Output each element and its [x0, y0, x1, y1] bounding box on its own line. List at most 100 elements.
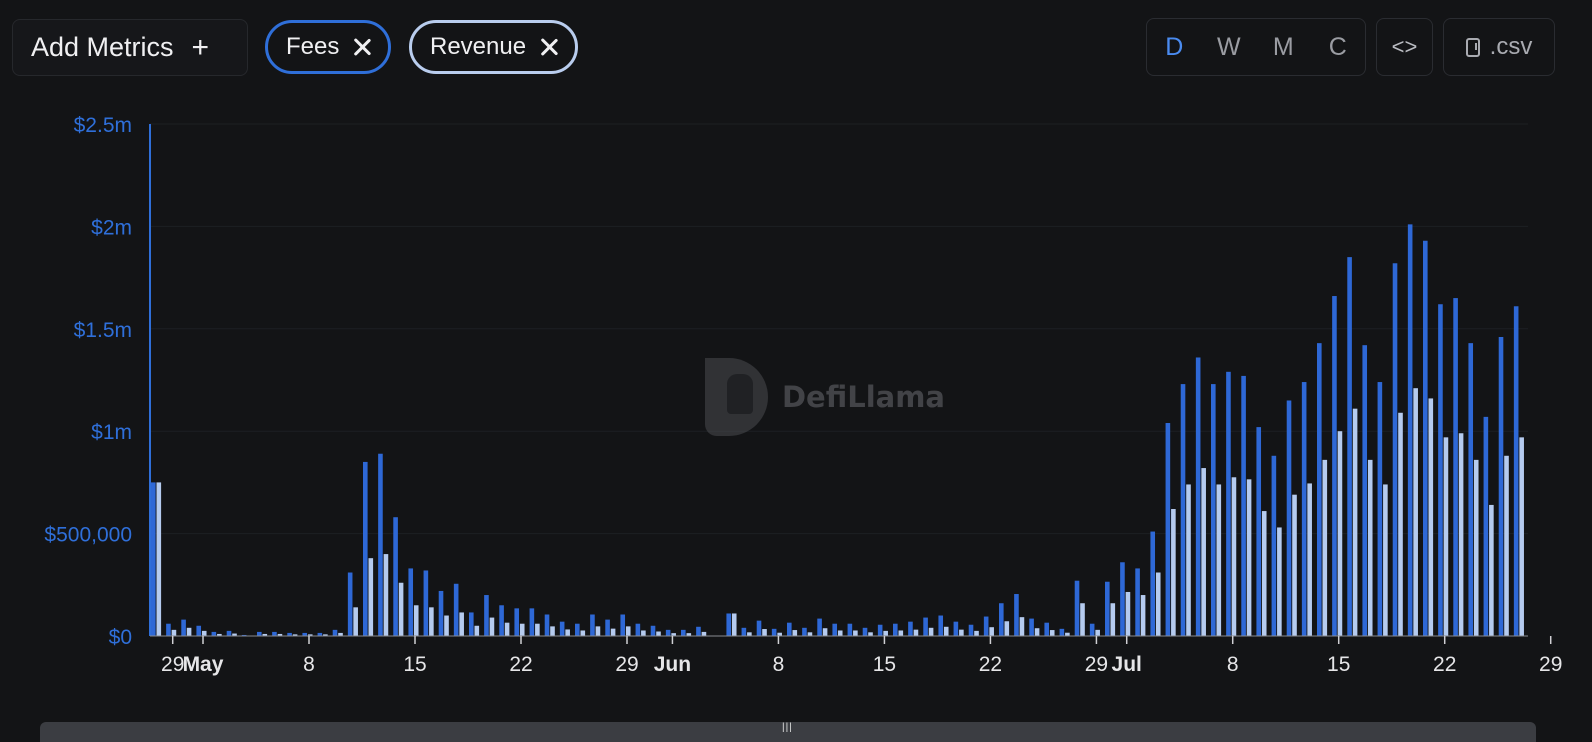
- bar-revenue: [762, 629, 767, 636]
- bar-fees: [363, 461, 368, 636]
- plus-icon: +: [191, 30, 210, 64]
- bar-fees: [983, 616, 989, 636]
- scrollbar-grip-icon[interactable]: |||: [782, 722, 793, 733]
- bar-fees: [226, 630, 232, 636]
- period-weekly-button[interactable]: W: [1216, 32, 1241, 61]
- metric-chip-fees[interactable]: Fees: [265, 20, 391, 74]
- y-tick-label: $2m: [91, 216, 132, 239]
- embed-button[interactable]: <>: [1376, 18, 1433, 76]
- bar-revenue: [201, 630, 207, 636]
- period-selector: D W M C: [1146, 18, 1366, 76]
- bar-fees: [847, 623, 853, 636]
- y-tick-label: $2.5m: [74, 114, 132, 137]
- bar-fees: [469, 612, 474, 636]
- bar-revenue: [1277, 527, 1282, 636]
- bar-fees: [1468, 343, 1474, 636]
- bar-revenue: [338, 632, 343, 636]
- bar-fees: [1014, 594, 1019, 636]
- x-tick-label: Jul: [1112, 653, 1142, 676]
- bar-revenue: [853, 630, 858, 636]
- bar-revenue: [565, 629, 570, 636]
- bar-fees: [1120, 562, 1125, 636]
- bar-revenue: [429, 607, 434, 636]
- bar-fees: [1286, 400, 1292, 636]
- bar-revenue: [1307, 483, 1312, 636]
- bar-fees: [1438, 304, 1443, 636]
- bar-revenue: [1080, 603, 1085, 636]
- bar-fees: [257, 631, 262, 636]
- bar-fees: [1317, 343, 1322, 636]
- bar-fees: [272, 631, 277, 636]
- bar-revenue: [504, 622, 510, 636]
- bar-revenue: [1428, 398, 1434, 636]
- add-metrics-label: Add Metrics: [31, 32, 174, 62]
- x-tick-label: 15: [873, 653, 896, 676]
- bar-fees: [1211, 384, 1216, 636]
- chart-zoom-scrollbar[interactable]: [40, 722, 1536, 742]
- bar-fees: [1180, 384, 1186, 636]
- metric-chip-label: Revenue: [430, 33, 527, 60]
- bar-revenue: [656, 631, 661, 636]
- download-csv-button[interactable]: .csv: [1443, 18, 1555, 76]
- bar-fees: [1105, 581, 1110, 636]
- bar-revenue: [1443, 437, 1449, 636]
- bar-revenue: [1231, 477, 1237, 636]
- add-metrics-button[interactable]: Add Metrics +: [12, 19, 248, 76]
- bar-revenue: [731, 613, 737, 636]
- bar-revenue: [1140, 595, 1146, 636]
- bar-fees: [317, 632, 323, 636]
- bar-revenue: [625, 626, 631, 636]
- bar-fees: [817, 618, 822, 636]
- period-monthly-button[interactable]: M: [1272, 32, 1294, 61]
- x-tick-label: Jun: [654, 653, 691, 676]
- period-daily-button[interactable]: D: [1165, 32, 1184, 61]
- bar-fees: [453, 583, 459, 636]
- llama-logo-icon: [705, 358, 768, 436]
- bar-revenue: [353, 607, 358, 636]
- file-download-icon: [1465, 37, 1480, 57]
- bar-revenue: [1246, 479, 1252, 636]
- bar-fees: [166, 623, 171, 636]
- bar-fees: [423, 570, 429, 636]
- bar-revenue: [701, 631, 707, 636]
- metric-chip-revenue[interactable]: Revenue: [409, 20, 578, 74]
- bar-fees: [665, 629, 671, 636]
- bar-revenue: [641, 630, 646, 636]
- bar-revenue: [1004, 621, 1010, 636]
- bar-fees: [211, 631, 217, 636]
- bar-fees: [1513, 306, 1519, 636]
- bar-fees: [1392, 263, 1398, 636]
- bar-revenue: [1352, 408, 1358, 636]
- bar-fees: [196, 625, 202, 636]
- bar-fees: [1362, 345, 1368, 636]
- bar-fees: [1256, 427, 1262, 636]
- bar-revenue: [686, 633, 692, 636]
- bar-revenue: [1110, 603, 1116, 636]
- x-tick-label: 22: [509, 653, 532, 676]
- period-cumulative-button[interactable]: C: [1328, 32, 1347, 61]
- metric-chip-label: Fees: [286, 33, 340, 60]
- close-icon[interactable]: [540, 38, 557, 56]
- bar-revenue: [792, 630, 798, 636]
- bar-revenue: [171, 629, 177, 636]
- x-tick-label: 8: [303, 653, 315, 676]
- bar-fees: [1301, 382, 1307, 636]
- bar-fees: [999, 603, 1004, 636]
- bar-fees: [408, 568, 414, 636]
- bar-revenue: [1504, 455, 1509, 636]
- close-icon[interactable]: [353, 38, 370, 56]
- bar-revenue: [974, 630, 979, 636]
- bar-fees: [1150, 531, 1156, 636]
- bar-fees: [181, 619, 186, 636]
- bar-revenue: [1065, 632, 1070, 636]
- bar-fees: [1271, 455, 1277, 636]
- bar-revenue: [292, 634, 298, 636]
- bar-revenue: [822, 628, 828, 636]
- bar-fees: [575, 623, 580, 636]
- bar-revenue: [580, 630, 586, 636]
- bar-revenue: [1398, 412, 1403, 636]
- bar-revenue: [1034, 628, 1040, 636]
- bar-revenue: [1367, 459, 1373, 636]
- bar-fees: [681, 629, 686, 636]
- bar-fees: [862, 627, 868, 636]
